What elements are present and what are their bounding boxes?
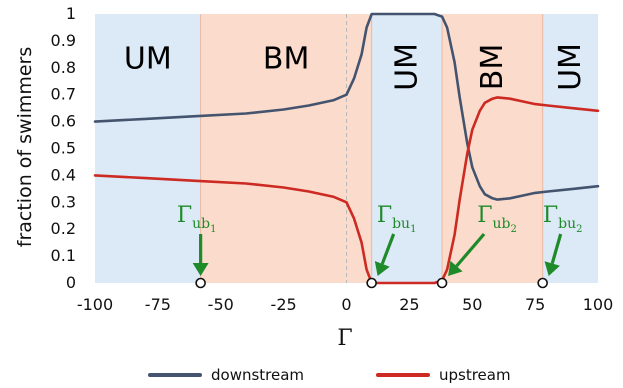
y-tick-label: 0.2 xyxy=(51,219,76,238)
critical-point-2: Γbu1 xyxy=(366,203,417,289)
y-tick-label: 0.3 xyxy=(51,192,76,211)
y-tick-label: 0.5 xyxy=(51,139,76,158)
region-labels: UM BM UM BM UM xyxy=(124,42,588,91)
x-axis-label: Γ xyxy=(337,326,352,351)
arrow-head xyxy=(374,261,390,276)
legend-item-downstream: downstream xyxy=(148,366,304,384)
region-band-1 xyxy=(95,14,201,283)
critical-point-annotations: Γub1 Γbu1 Γub2 Γbu2 xyxy=(177,203,583,289)
critical-point-label: Γub2 xyxy=(477,203,517,235)
series-line-upstream xyxy=(93,96,600,285)
region-band-2 xyxy=(200,14,372,283)
y-tick-label: 0.4 xyxy=(51,165,76,184)
x-tick-label: 25 xyxy=(399,295,419,314)
critical-point-4: Γbu2 xyxy=(537,203,583,289)
arrow-head xyxy=(192,263,209,276)
x-tick-label: 75 xyxy=(525,295,545,314)
region-label-4: BM xyxy=(475,44,510,90)
region-label-1: UM xyxy=(124,42,172,77)
series-line-downstream xyxy=(93,12,600,201)
y-tick-label: 1 xyxy=(66,4,76,23)
y-tick-label: 0.6 xyxy=(51,112,76,131)
x-tick-label: -25 xyxy=(271,295,297,314)
critical-point-marker xyxy=(436,277,448,289)
x-tick-label: -100 xyxy=(77,295,113,314)
critical-point-label: Γbu1 xyxy=(377,203,417,235)
y-tick-label: 0.8 xyxy=(51,58,76,77)
region-label-3: UM xyxy=(389,43,424,91)
x-tick-label: -50 xyxy=(208,295,234,314)
y-axis-label: fraction of swimmers xyxy=(14,47,36,248)
critical-point-label: Γub1 xyxy=(177,203,217,235)
critical-point-marker xyxy=(366,277,377,289)
legend-label: upstream xyxy=(439,366,511,384)
critical-point-marker xyxy=(195,277,206,289)
arrow-head xyxy=(448,260,463,276)
x-tick-label: 0 xyxy=(341,295,351,314)
region-backgrounds xyxy=(95,14,598,283)
region-band-5 xyxy=(542,14,598,283)
y-tick-label: 0.7 xyxy=(51,85,76,104)
critical-point-1: Γub1 xyxy=(177,203,217,289)
legend: downstream upstream xyxy=(148,366,511,384)
region-band-4 xyxy=(442,14,543,283)
x-tick-label: 100 xyxy=(583,295,614,314)
x-tick-labels: -100 -75 -50 -25 0 25 50 75 100 xyxy=(77,295,613,314)
region-label-5: UM xyxy=(553,43,588,91)
critical-point-marker xyxy=(537,277,548,289)
critical-point-3: Γub2 xyxy=(436,203,517,289)
y-tick-label: 0 xyxy=(66,273,76,292)
y-tick-labels: 0 0.1 0.2 0.3 0.4 0.5 0.6 0.7 0.8 0.9 1 xyxy=(51,4,76,292)
region-band-3 xyxy=(371,14,443,283)
arrow-head xyxy=(544,261,560,276)
critical-point-label: Γbu2 xyxy=(543,203,583,235)
critical-point-arrow xyxy=(455,232,486,268)
y-tick-label: 0.9 xyxy=(51,31,76,50)
critical-point-arrow xyxy=(380,233,396,265)
region-label-2: BM xyxy=(263,42,309,77)
legend-label: downstream xyxy=(211,366,304,384)
x-tick-label: -75 xyxy=(145,295,171,314)
legend-item-upstream: upstream xyxy=(376,366,511,384)
x-tick-label: 50 xyxy=(462,295,482,314)
critical-point-arrow xyxy=(550,233,563,264)
series-lines xyxy=(93,12,600,285)
y-tick-label: 0.1 xyxy=(51,246,76,265)
